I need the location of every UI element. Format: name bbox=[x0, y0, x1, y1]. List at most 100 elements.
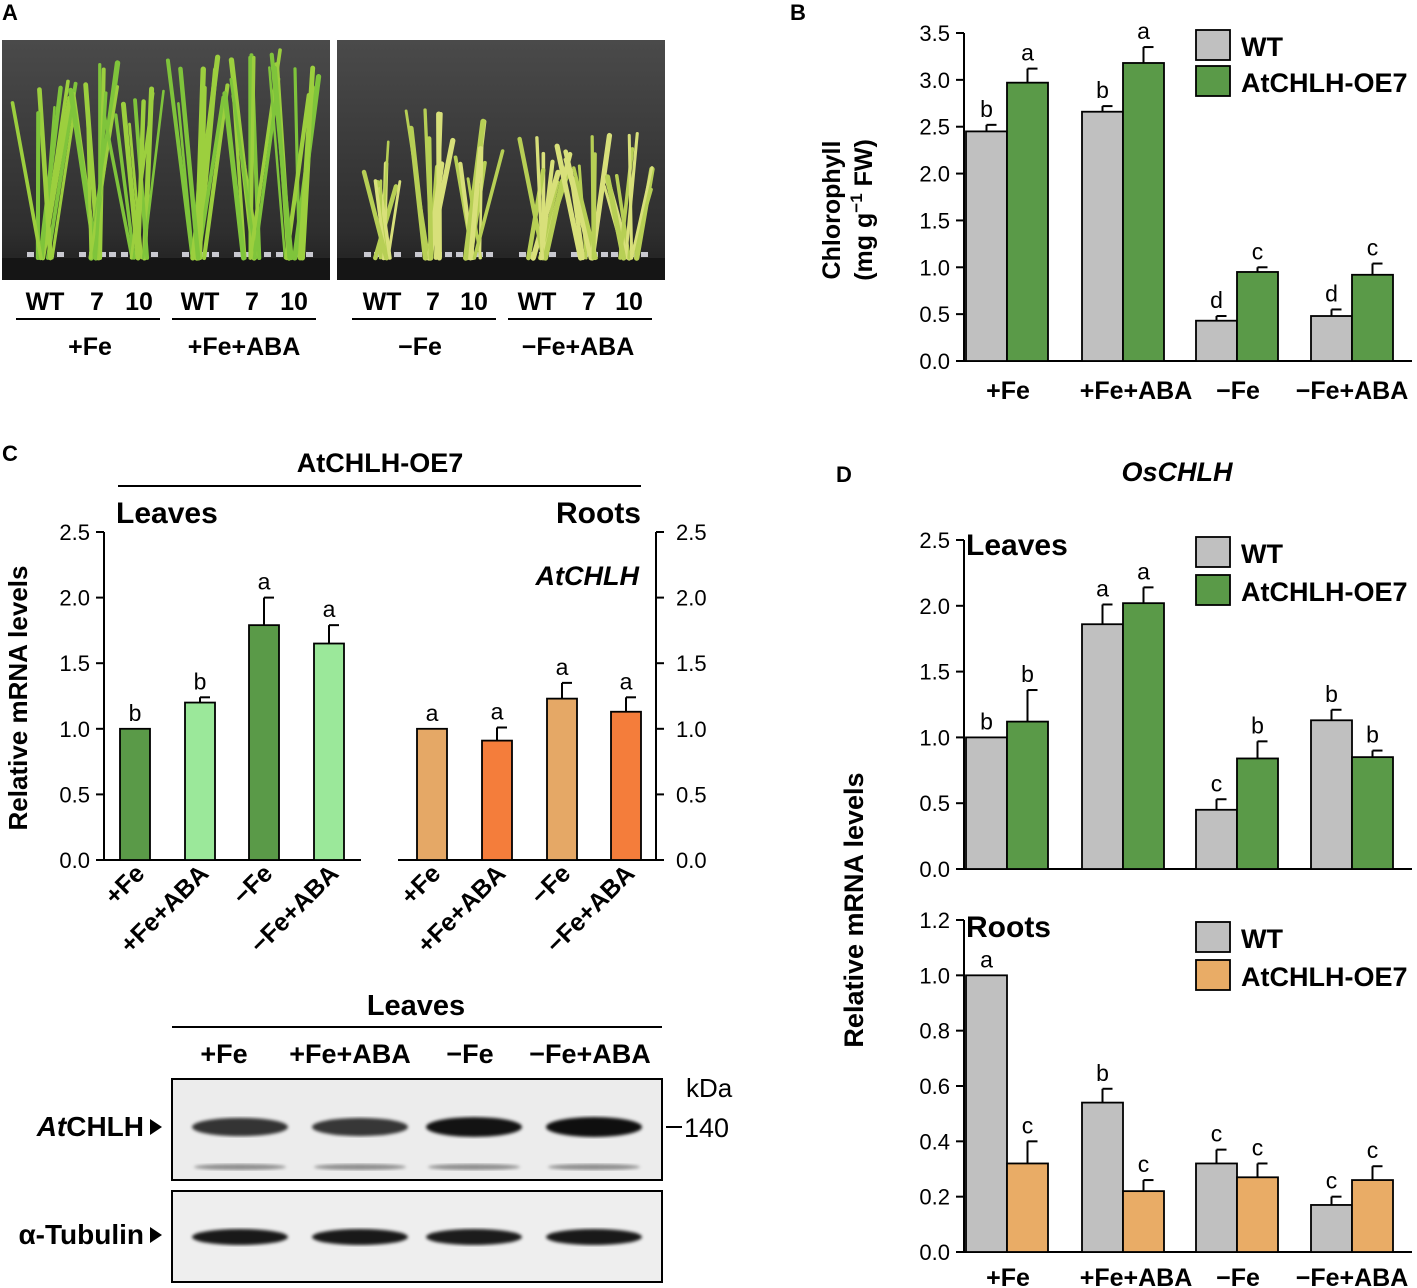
plant-plug bbox=[57, 252, 64, 257]
significance-letter: c bbox=[1211, 770, 1223, 796]
x-category-label: −Fe bbox=[1216, 377, 1260, 405]
lower-band bbox=[428, 1164, 520, 1170]
rice-leaf bbox=[630, 166, 654, 260]
y-tick-label: 0.0 bbox=[919, 1240, 950, 1265]
plant-plug bbox=[519, 252, 526, 257]
rice-leaf bbox=[530, 169, 561, 261]
bar-atchlh-oe7 bbox=[248, 624, 280, 861]
bar-wt bbox=[965, 736, 1008, 870]
x-category-label: +Fe bbox=[986, 1264, 1030, 1288]
bar-atchlh-oe7 bbox=[481, 739, 513, 861]
band2-arrowhead-icon bbox=[150, 1227, 162, 1243]
blot-lane-labels: +Fe +Fe+ABA −Fe −Fe+ABA bbox=[200, 1039, 650, 1069]
bar-wt bbox=[1310, 1204, 1353, 1253]
y-tick-label: 1.0 bbox=[59, 717, 90, 742]
chart-subtitle: Roots bbox=[556, 497, 641, 530]
significance-letter: b bbox=[1366, 722, 1379, 748]
rice-leaf bbox=[627, 133, 634, 260]
significance-letter: a bbox=[1096, 575, 1109, 601]
y-tick-label: 1.5 bbox=[676, 651, 707, 676]
bar-wt bbox=[1081, 623, 1124, 870]
rice-leaf bbox=[426, 136, 434, 261]
line-label: 7 bbox=[582, 288, 596, 316]
y-tick-label: 2.0 bbox=[59, 586, 90, 611]
chart-subtitle: Roots bbox=[966, 911, 1051, 944]
chlh-band bbox=[426, 1117, 522, 1137]
rice-leaf bbox=[272, 65, 292, 261]
line-label: 7 bbox=[426, 288, 440, 316]
significance-letter: c bbox=[1022, 1112, 1034, 1138]
significance-letter: b bbox=[980, 96, 993, 122]
x-category-label: −Fe bbox=[525, 859, 576, 910]
plant-plug bbox=[641, 252, 648, 257]
y-tick-label: 0.8 bbox=[919, 1019, 950, 1044]
significance-letter: c bbox=[1138, 1151, 1150, 1177]
significance-letter: a bbox=[980, 946, 993, 972]
bar-wt bbox=[1081, 110, 1124, 362]
y-axis-label: Chlorophyll bbox=[818, 141, 846, 280]
rice-leaf bbox=[542, 178, 566, 261]
plant-plug bbox=[364, 252, 371, 257]
panel-a: A WT 7 10 WT 7 10 WT 7 10 WT 7 10 +Fe +F… bbox=[2, 0, 665, 361]
plant-plug bbox=[611, 252, 618, 257]
blot-membranes bbox=[171, 1078, 663, 1283]
rice-leaf bbox=[102, 114, 134, 260]
legend-label: AtCHLH-OE7 bbox=[1241, 68, 1408, 98]
lane-label: +Fe bbox=[200, 1039, 247, 1069]
legend-label: WT bbox=[1241, 32, 1283, 62]
plant-plug bbox=[549, 252, 556, 257]
rice-leaf bbox=[591, 152, 597, 260]
panel-c: C AtCHLH-OE7 Leaves Relative mRNA levels 0… bbox=[2, 441, 707, 959]
legend-swatch bbox=[1195, 65, 1231, 97]
y-tick-label: 0.0 bbox=[676, 848, 707, 873]
rice-leaf bbox=[433, 112, 443, 260]
plant-plug bbox=[182, 252, 189, 257]
bar-wt bbox=[1195, 1162, 1238, 1253]
line-label: 7 bbox=[90, 288, 104, 316]
rice-leaf bbox=[604, 174, 627, 261]
panel-d-roots-chart: Roots 0.0 0.2 0.4 0.6 0.8 1.0 1.2 a c +Fe b c +Fe+ABA… bbox=[919, 908, 1412, 1288]
plant-plug bbox=[27, 252, 34, 257]
y-tick-label: 0.5 bbox=[59, 782, 90, 807]
plant-plug bbox=[264, 252, 271, 257]
y-tick-label: 0.4 bbox=[919, 1129, 950, 1154]
rice-leaf bbox=[129, 91, 155, 260]
rice-leaf bbox=[468, 146, 484, 261]
rice-leaf bbox=[38, 85, 63, 261]
plant-plug bbox=[394, 252, 401, 257]
panel-b-chlorophyll-chart: B Chlorophyll (mg g−1 FW) 0.0 0.5 1.0 1.5 2.0 2.… bbox=[790, 0, 1412, 405]
plant-plug bbox=[445, 252, 452, 257]
plant-plug bbox=[486, 252, 493, 257]
rice-leaf bbox=[50, 111, 76, 260]
plant-plug bbox=[121, 252, 128, 257]
chlh-band bbox=[312, 1117, 408, 1137]
bar-atchlh-oe7 bbox=[416, 727, 448, 861]
y-tick-label: 2.5 bbox=[676, 520, 707, 545]
line-label: WT bbox=[26, 288, 65, 316]
photo-foam-base bbox=[337, 258, 665, 280]
rice-leaf bbox=[88, 85, 120, 260]
panel-c-roots-chart: RootsAtCHLH0.00.51.01.52.02.5a+Fea+Fe+AB… bbox=[395, 497, 706, 959]
bar-atchlh-oe7 bbox=[1006, 720, 1049, 870]
tubulin-band bbox=[312, 1229, 408, 1245]
y-axis-label-units: (mg g−1 FW) bbox=[847, 139, 878, 281]
treatment-label: +Fe+ABA bbox=[188, 333, 301, 361]
y-tick-label: 0.0 bbox=[919, 857, 950, 882]
significance-letter: a bbox=[258, 569, 271, 595]
bar-atchlh-oe7 bbox=[1006, 81, 1049, 362]
bar-atchlh-oe7 bbox=[546, 697, 578, 861]
plant-plug bbox=[79, 252, 86, 257]
y-tick-label: 1.5 bbox=[59, 651, 90, 676]
kda-label: kDa bbox=[686, 1073, 733, 1103]
panel-d-ylabel: Relative mRNA levels bbox=[839, 772, 869, 1047]
band1-label: AtCHLH bbox=[36, 1111, 144, 1142]
bar-atchlh-oe7 bbox=[1351, 1179, 1394, 1253]
plant-photo-iron-sufficient bbox=[2, 40, 330, 280]
significance-letter: b bbox=[1021, 661, 1034, 687]
rice-leaf bbox=[563, 149, 594, 261]
significance-letter: b bbox=[194, 668, 207, 694]
bar-atchlh-oe7 bbox=[184, 701, 216, 861]
plant-plug bbox=[276, 252, 283, 257]
plant-plug bbox=[212, 252, 219, 257]
line-label: 10 bbox=[615, 288, 643, 316]
